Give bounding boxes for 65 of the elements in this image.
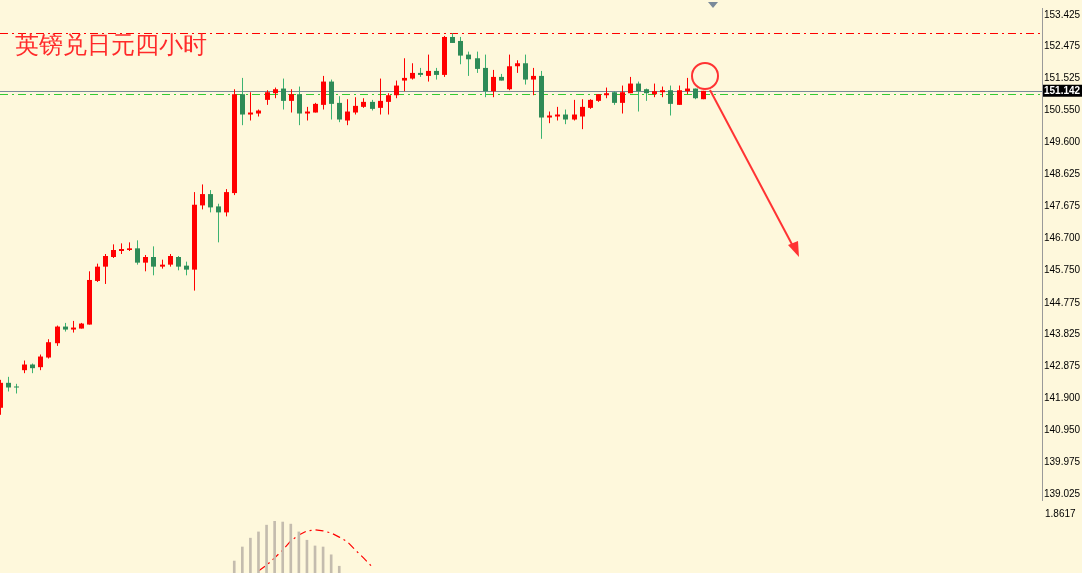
candlestick [329,79,334,121]
candlestick [240,77,245,126]
candlestick [402,57,407,92]
candlestick [151,245,156,276]
ref-line-label: 151.142 [1044,84,1081,96]
y-tick-label: 144.775 [1044,296,1081,308]
candlestick [531,67,536,96]
candlestick [55,325,60,347]
bar [257,531,260,573]
y-tick-label: 146.700 [1044,232,1081,244]
candlestick [507,54,512,91]
candlestick [668,85,673,117]
candlestick [475,51,480,74]
y-tick-label: 142.875 [1044,359,1081,371]
y-tick-label: 151.525 [1044,71,1081,83]
candlestick [289,88,294,114]
candlestick [491,69,496,98]
y-tick-label: 149.600 [1044,135,1081,147]
text: 1.8617 [1045,507,1077,519]
candlestick [135,239,140,266]
bar [289,523,293,573]
y-tick-label: 147.675 [1044,199,1081,211]
bar [265,524,268,573]
y-tick-label: 139.025 [1044,487,1081,499]
candlestick [297,86,302,126]
candlestick [103,253,108,285]
y-tick-label: 145.750 [1044,264,1081,276]
candlestick [483,54,488,98]
bar [329,554,333,573]
candlestick [523,54,528,86]
candlestick [337,95,342,123]
candlestick [216,203,221,243]
candlestick [281,78,286,111]
y-tick-label: 141.900 [1044,392,1081,404]
text: 英镑兑日元四小时 [15,30,207,60]
y-tick-label: 152.475 [1044,40,1081,52]
candlestick [248,91,253,122]
bar [249,537,252,573]
candlestick [95,263,100,283]
bar [232,560,236,573]
bar [273,521,276,573]
candlestick [46,338,51,360]
y-tick-label: 150.550 [1044,104,1081,116]
candlestick [224,188,229,217]
candlestick [386,92,391,116]
candlestick [677,85,682,106]
candlestick [200,183,205,210]
candlestick [636,81,641,113]
y-tick-label: 148.625 [1044,168,1081,180]
bar [281,521,285,573]
bar [241,546,244,573]
candlestick [345,98,350,126]
y-tick-label: 139.975 [1044,456,1081,468]
candlestick [426,54,431,83]
candlestick [321,75,326,111]
candlestick [208,189,213,213]
y-tick-label: 140.950 [1044,423,1081,435]
bar [337,565,341,573]
candlestick [572,99,577,122]
candlestick [580,98,585,130]
candlestick [458,36,463,65]
candlestick [620,85,625,115]
y-tick-label: 153.425 [1044,8,1081,20]
candlestick [378,78,383,116]
y-tick-label: 143.825 [1044,328,1081,340]
